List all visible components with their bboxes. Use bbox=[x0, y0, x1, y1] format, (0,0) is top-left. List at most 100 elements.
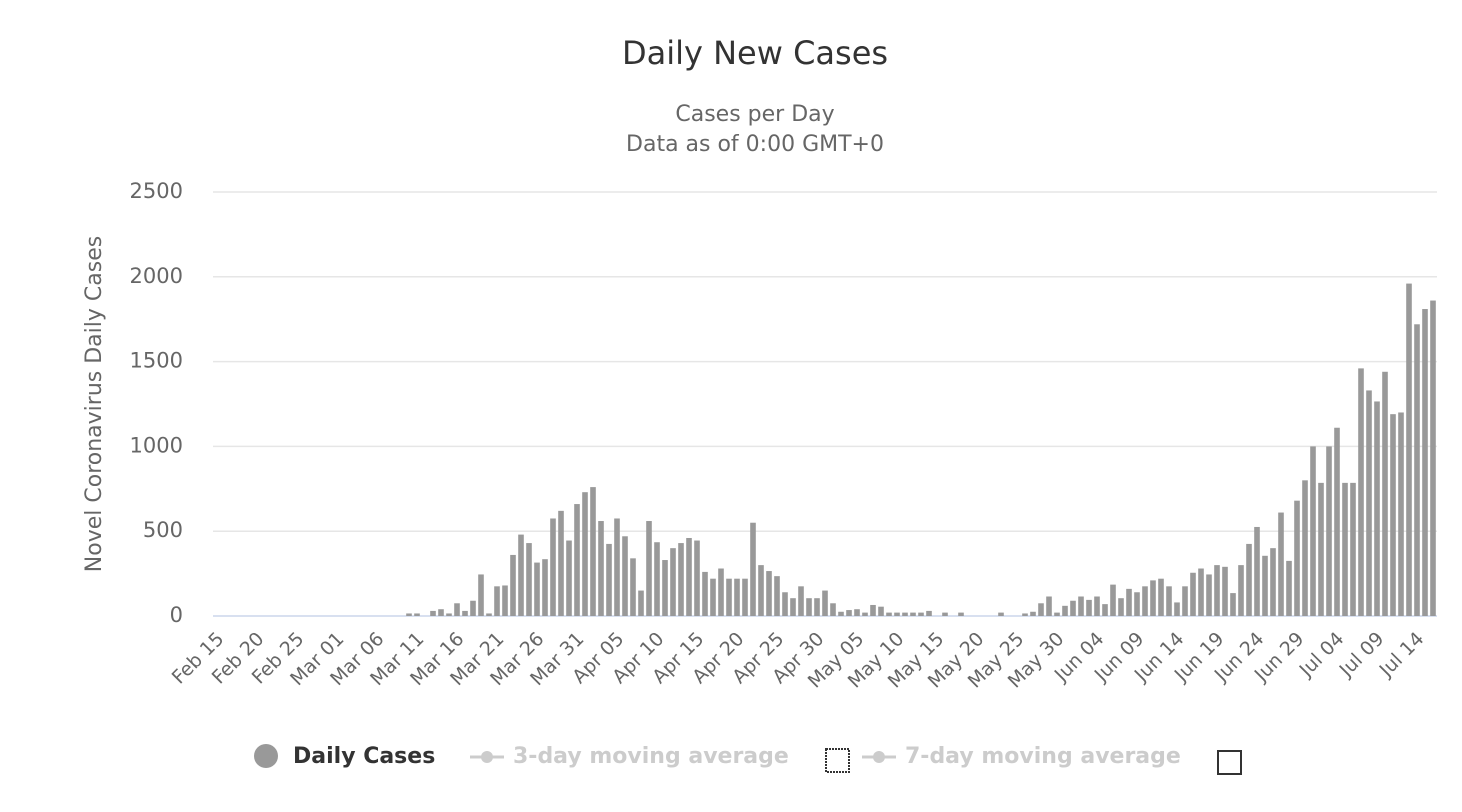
bar bbox=[1422, 309, 1428, 616]
bar bbox=[494, 586, 500, 616]
bar bbox=[1070, 600, 1076, 616]
legend-label[interactable]: Daily Cases bbox=[293, 744, 435, 769]
bar bbox=[1174, 602, 1180, 616]
bar bbox=[1190, 572, 1196, 616]
bar bbox=[638, 590, 644, 616]
legend-label[interactable]: 3-day moving average bbox=[513, 744, 789, 769]
bar bbox=[894, 612, 900, 616]
bar bbox=[1270, 548, 1276, 616]
bar bbox=[1214, 565, 1220, 616]
chart-subtitle: Data as of 0:00 GMT+0 bbox=[626, 132, 884, 157]
bar bbox=[1254, 526, 1260, 616]
bar bbox=[1222, 566, 1228, 616]
bar bbox=[502, 585, 508, 616]
bar bbox=[430, 610, 436, 616]
bar bbox=[614, 518, 620, 616]
bar bbox=[470, 600, 476, 616]
bar bbox=[1158, 578, 1164, 616]
bar bbox=[1086, 599, 1092, 616]
bar bbox=[1302, 480, 1308, 616]
bar bbox=[590, 487, 596, 616]
bar bbox=[1398, 412, 1404, 616]
bar bbox=[870, 604, 876, 616]
bar bbox=[766, 571, 772, 616]
y-axis-label: Novel Coronavirus Daily Cases bbox=[82, 236, 107, 572]
bar bbox=[1374, 401, 1380, 616]
y-tick-label: 1000 bbox=[130, 433, 183, 457]
bar bbox=[774, 576, 780, 616]
bar bbox=[1246, 543, 1252, 616]
bar bbox=[1262, 555, 1268, 616]
bar bbox=[678, 543, 684, 616]
bar bbox=[1126, 588, 1132, 616]
bar bbox=[1182, 586, 1188, 616]
legend-symbol[interactable] bbox=[254, 744, 278, 768]
bar bbox=[1342, 482, 1348, 616]
bar bbox=[1142, 586, 1148, 616]
bar bbox=[1294, 500, 1300, 616]
bar bbox=[1022, 613, 1028, 616]
bar bbox=[902, 612, 908, 616]
bar bbox=[846, 610, 852, 616]
y-tick-label: 500 bbox=[143, 518, 183, 542]
bar bbox=[702, 571, 708, 616]
bar bbox=[1046, 596, 1052, 616]
bar bbox=[1206, 574, 1212, 616]
bar bbox=[574, 504, 580, 616]
bar bbox=[1310, 446, 1316, 616]
bar bbox=[1198, 568, 1204, 616]
bar bbox=[710, 578, 716, 616]
checkbox[interactable] bbox=[1217, 750, 1242, 775]
y-tick-label: 2000 bbox=[130, 264, 183, 288]
bar bbox=[662, 560, 668, 616]
bar bbox=[1334, 427, 1340, 616]
bar bbox=[734, 578, 740, 616]
bar bbox=[790, 598, 796, 616]
bar bbox=[726, 578, 732, 616]
bar bbox=[878, 606, 884, 616]
bar bbox=[406, 613, 412, 616]
bar bbox=[1030, 611, 1036, 616]
bar bbox=[510, 554, 516, 616]
bar bbox=[798, 586, 804, 616]
bar bbox=[622, 536, 628, 616]
bar bbox=[1134, 592, 1140, 616]
legend-symbol[interactable] bbox=[873, 751, 885, 763]
bar bbox=[854, 609, 860, 616]
checkbox[interactable] bbox=[825, 748, 850, 773]
bar bbox=[1118, 598, 1124, 616]
bar bbox=[1390, 414, 1396, 616]
bar bbox=[566, 540, 572, 616]
bar bbox=[478, 574, 484, 616]
bar bbox=[1406, 283, 1412, 616]
bar bbox=[1038, 603, 1044, 616]
bar bbox=[1286, 560, 1292, 616]
bar bbox=[550, 518, 556, 616]
legend-label[interactable]: 7-day moving average bbox=[905, 744, 1181, 769]
legend-symbol[interactable] bbox=[481, 751, 493, 763]
bar bbox=[782, 592, 788, 616]
bar bbox=[526, 543, 532, 616]
bar bbox=[582, 492, 588, 616]
bar bbox=[750, 522, 756, 616]
x-tick-label: Jul 09 bbox=[1335, 628, 1389, 682]
bar bbox=[1054, 612, 1060, 616]
bar bbox=[1110, 584, 1116, 616]
bar bbox=[1238, 565, 1244, 616]
bar bbox=[910, 612, 916, 616]
bar bbox=[942, 612, 948, 616]
bar bbox=[742, 578, 748, 616]
bar bbox=[1078, 596, 1084, 616]
bar bbox=[806, 598, 812, 616]
bar bbox=[1430, 300, 1436, 616]
bar bbox=[1414, 324, 1420, 616]
bar bbox=[534, 562, 540, 616]
x-tick-label: Jul 04 bbox=[1295, 628, 1349, 682]
y-tick-label: 1500 bbox=[130, 349, 183, 373]
bar bbox=[1102, 604, 1108, 616]
bar bbox=[542, 559, 548, 616]
bar bbox=[1382, 371, 1388, 616]
bar bbox=[518, 534, 524, 616]
bar bbox=[862, 612, 868, 616]
bar bbox=[830, 603, 836, 616]
